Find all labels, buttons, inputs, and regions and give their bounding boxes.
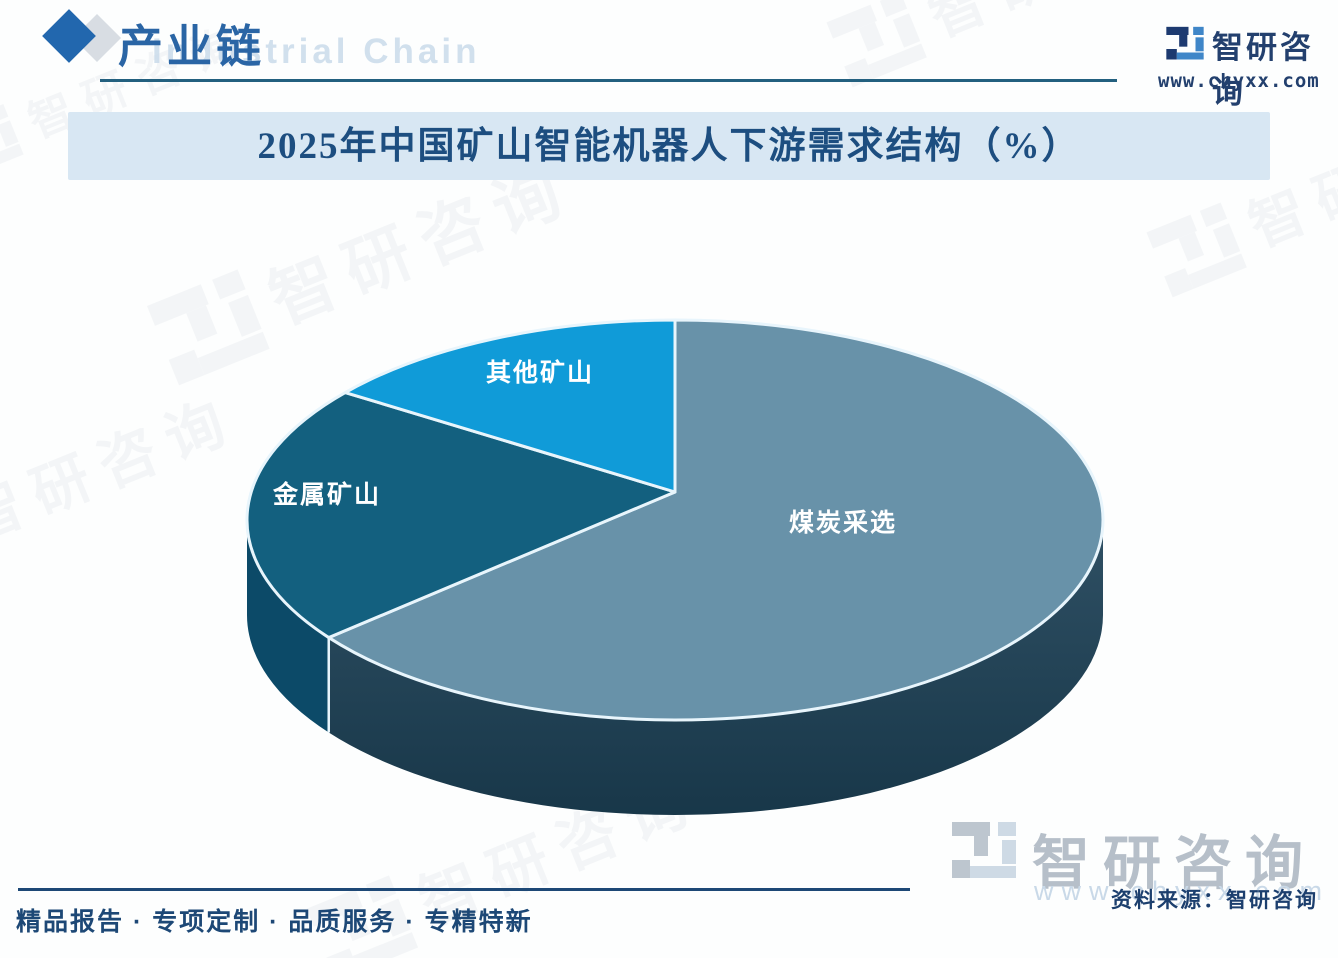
pie-slice-2-top <box>343 318 677 494</box>
watermark-text: 智研咨询 <box>0 385 247 554</box>
diamond-icon <box>42 9 96 63</box>
watermark-text: 智研咨询 <box>915 0 1205 53</box>
footer-divider <box>18 888 910 891</box>
header-divider <box>100 79 1117 82</box>
slice-label-coal-mining: 煤炭采选 <box>788 509 898 537</box>
chart-title-band <box>68 112 1270 180</box>
pie-slice-1-top <box>245 391 677 640</box>
brand-logo-icon <box>1164 22 1206 62</box>
brand-url: www.chyxx.com <box>1158 70 1320 92</box>
pie-slice-0-top <box>327 318 1105 722</box>
slice-label-metal-mining: 金属矿山 <box>272 481 382 509</box>
chart-title: 2025年中国矿山智能机器人下游需求结构（%） <box>257 126 1081 167</box>
brand-watermark-url: www.chyxx.com <box>1034 876 1331 906</box>
brand-watermark-logo-icon <box>948 814 1020 882</box>
brand-name: 智研咨询 <box>1212 30 1314 110</box>
brand-logo-icon <box>1138 191 1253 304</box>
slice-label-other-mining: 其他矿山 <box>485 359 595 387</box>
pie-slice-1-side <box>247 520 329 733</box>
industrial-chain-watermark: Industrial Chain <box>152 32 481 71</box>
pie-slice-0-side <box>328 520 1103 815</box>
section-title: 产业链 <box>118 22 266 72</box>
background-watermark: 智研咨询 <box>0 369 249 601</box>
footer-tagline: 精品报告 · 专项定制 · 品质服务 · 专精特新 <box>16 908 533 936</box>
brand-watermark-name: 智研咨询 <box>1032 831 1317 896</box>
source-note: 资料来源：智研咨询 <box>1111 889 1318 912</box>
